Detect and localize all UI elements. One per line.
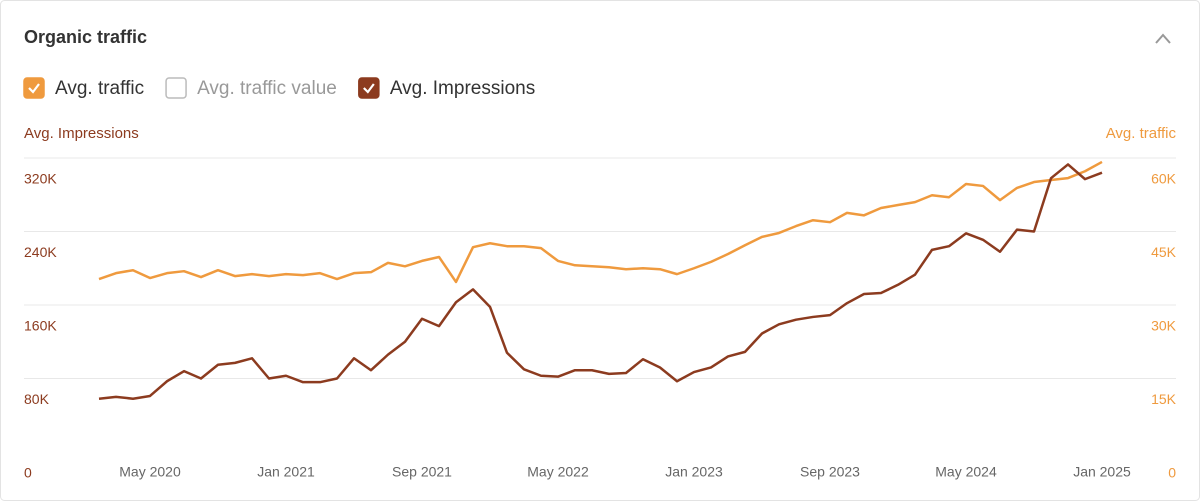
legend-label[interactable]: Avg. traffic value (197, 78, 337, 99)
y-tick-label: 240K (24, 244, 57, 260)
y-tick-label: 0 (24, 465, 32, 481)
x-tick-label: Sep 2023 (800, 464, 860, 480)
legend-label[interactable]: Avg. traffic (55, 78, 144, 99)
y2-tick-label: 0 (1168, 465, 1176, 481)
legend-checkbox[interactable] (165, 77, 187, 99)
y2-tick-label: 60K (1151, 171, 1177, 187)
x-tick-label: May 2024 (935, 464, 997, 480)
x-tick-label: Jan 2023 (665, 464, 723, 480)
series-line (98, 163, 1103, 400)
y2-tick-label: 30K (1151, 318, 1177, 334)
y-tick-label: 160K (24, 318, 57, 334)
x-tick-label: May 2022 (527, 464, 589, 480)
series-line (98, 160, 1103, 284)
y2-tick-label: 15K (1151, 391, 1177, 407)
x-tick-label: May 2020 (119, 464, 181, 480)
x-tick-label: Jan 2021 (257, 464, 315, 480)
x-tick-label: Jan 2025 (1073, 464, 1131, 480)
chart-title: Organic traffic (24, 27, 147, 47)
legend-label[interactable]: Avg. Impressions (390, 78, 535, 99)
collapse-chevron[interactable] (1155, 33, 1171, 44)
legend-checkbox[interactable] (23, 77, 45, 99)
y2-axis-title: Avg. traffic (1106, 125, 1177, 142)
legend-check (363, 83, 375, 94)
y2-tick-label: 45K (1151, 244, 1177, 260)
legend-check (28, 83, 40, 94)
y-tick-label: 320K (24, 171, 57, 187)
y-axis-title: Avg. Impressions (24, 125, 139, 142)
x-tick-label: Sep 2021 (392, 464, 452, 480)
y-tick-label: 80K (24, 391, 50, 407)
legend-checkbox[interactable] (358, 77, 380, 99)
